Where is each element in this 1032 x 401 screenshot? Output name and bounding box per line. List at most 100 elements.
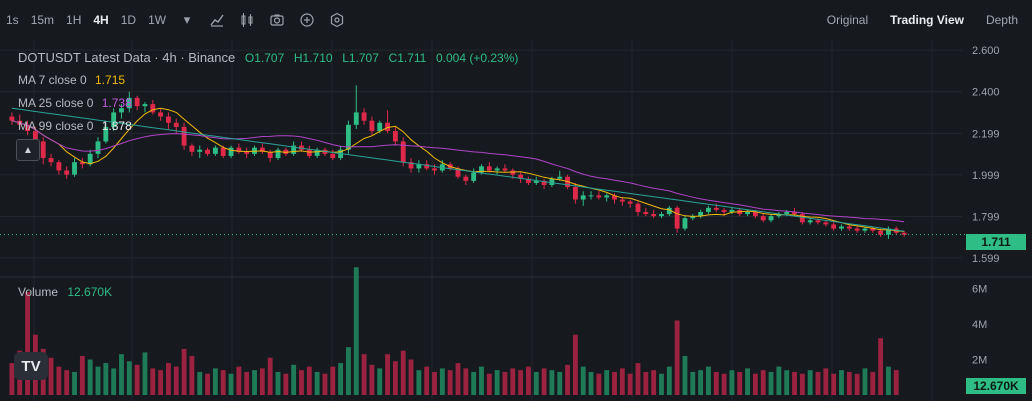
volume-bar: [291, 364, 297, 395]
chart-legend-title: DOTUSDT Latest Data · 4h · Binance O1.70…: [18, 50, 518, 65]
candle-body: [479, 166, 484, 173]
price-tick-label: 2.600: [972, 45, 1000, 57]
volume-bar: [627, 373, 633, 395]
view-depth[interactable]: Depth: [985, 13, 1018, 27]
volume-bar: [322, 373, 328, 395]
add-icon[interactable]: [298, 11, 316, 29]
candle-body: [690, 216, 696, 219]
candle-body: [682, 218, 688, 229]
volume-bar: [612, 371, 617, 395]
candle-body: [870, 228, 876, 231]
candle-body: [635, 203, 641, 212]
ma99-line: [11, 107, 905, 232]
volume-bar: [463, 368, 469, 395]
volume-bar: [306, 366, 312, 395]
volume-bar: [502, 371, 508, 395]
volume-bar: [158, 370, 164, 395]
candle-body: [854, 228, 860, 231]
candle-body: [878, 230, 884, 235]
candle-body: [831, 224, 837, 229]
candle-body: [557, 176, 563, 179]
volume-bar: [25, 292, 30, 395]
candle-body: [886, 228, 891, 235]
candle-body: [142, 104, 148, 107]
price-tick-label: 1.599: [972, 253, 1000, 265]
camera-icon[interactable]: [268, 11, 286, 29]
candle-body: [588, 195, 594, 197]
timeframe-15m[interactable]: 15m: [30, 13, 55, 27]
volume-bar: [259, 368, 265, 395]
volume-bar: [893, 370, 899, 395]
volume-bar: [439, 368, 445, 395]
volume-value: 12.670K: [67, 285, 113, 299]
candle-body: [784, 211, 790, 215]
volume-bar: [64, 370, 70, 395]
ma7-line: [11, 107, 905, 232]
candle-body: [862, 228, 868, 231]
candle-body: [666, 207, 672, 215]
ma25-value: 1.738: [101, 96, 132, 110]
view-original[interactable]: Original: [826, 13, 869, 27]
candle-body: [220, 147, 226, 156]
volume-bar: [721, 373, 727, 395]
settings-icon[interactable]: [328, 11, 346, 29]
volume-bar: [604, 370, 610, 395]
ma7-label: MA 7 close 0: [18, 73, 87, 87]
volume-bar: [878, 338, 884, 395]
volume-bar: [205, 373, 210, 395]
volume-bar: [494, 370, 500, 395]
timeframe-1h[interactable]: 1H: [66, 13, 82, 27]
volume-bar: [142, 352, 148, 395]
chevron-down-icon[interactable]: ▾: [183, 12, 191, 27]
candle-body: [361, 112, 367, 121]
candle-body: [424, 164, 430, 169]
volume-bar: [103, 363, 109, 395]
volume-bar: [181, 348, 187, 395]
candle-style-icon[interactable]: [238, 11, 256, 29]
candle-body: [228, 147, 234, 156]
candle-body: [526, 178, 531, 183]
volume-bar: [799, 373, 805, 395]
current-volume-tag: 12.670K: [966, 378, 1026, 394]
volume-bar: [792, 371, 797, 395]
candle-body: [486, 166, 492, 171]
candle-body: [455, 168, 461, 177]
candle-body: [377, 122, 383, 132]
volume-bar: [56, 366, 62, 395]
candle-body: [275, 149, 281, 159]
volume-bar: [353, 267, 359, 395]
candle-body: [612, 195, 617, 200]
volume-bar: [189, 355, 195, 395]
volume-bar: [252, 370, 257, 395]
candle-body: [126, 97, 132, 109]
price-chart[interactable]: 2.600 2.400 2.199 1.999 1.799 1.599 6M 4M 2M: [0, 40, 1032, 401]
candle-body: [291, 145, 297, 154]
volume-bar: [596, 373, 602, 395]
candle-body: [839, 226, 844, 229]
collapse-legend-button[interactable]: ▲: [16, 139, 40, 161]
candle-body: [244, 151, 250, 154]
volume-bar: [862, 368, 868, 395]
candle-body: [95, 141, 101, 154]
candle-body: [32, 131, 38, 142]
volume-bar: [479, 366, 484, 395]
volume-bar: [831, 373, 837, 395]
candle-body: [197, 149, 203, 152]
volume-bar: [416, 370, 422, 395]
view-trading-view[interactable]: Trading View: [890, 13, 964, 27]
volume-bar: [557, 371, 563, 395]
volume-bar: [338, 363, 344, 395]
volume-tick-label: 2M: [972, 355, 987, 367]
candle-body: [518, 174, 524, 179]
candle-body: [659, 214, 664, 217]
indicators-icon[interactable]: [208, 11, 226, 29]
timeframe-1w[interactable]: 1W: [148, 13, 167, 27]
timeframe-4h[interactable]: 4H: [93, 13, 109, 27]
timeframe-1d[interactable]: 1D: [120, 13, 137, 27]
candle-body: [799, 214, 805, 223]
candle-body: [494, 168, 500, 171]
candle-body: [408, 162, 414, 169]
candle-body: [306, 149, 312, 156]
volume-bar: [690, 371, 696, 395]
timeframe-1s[interactable]: 1s: [6, 13, 19, 27]
